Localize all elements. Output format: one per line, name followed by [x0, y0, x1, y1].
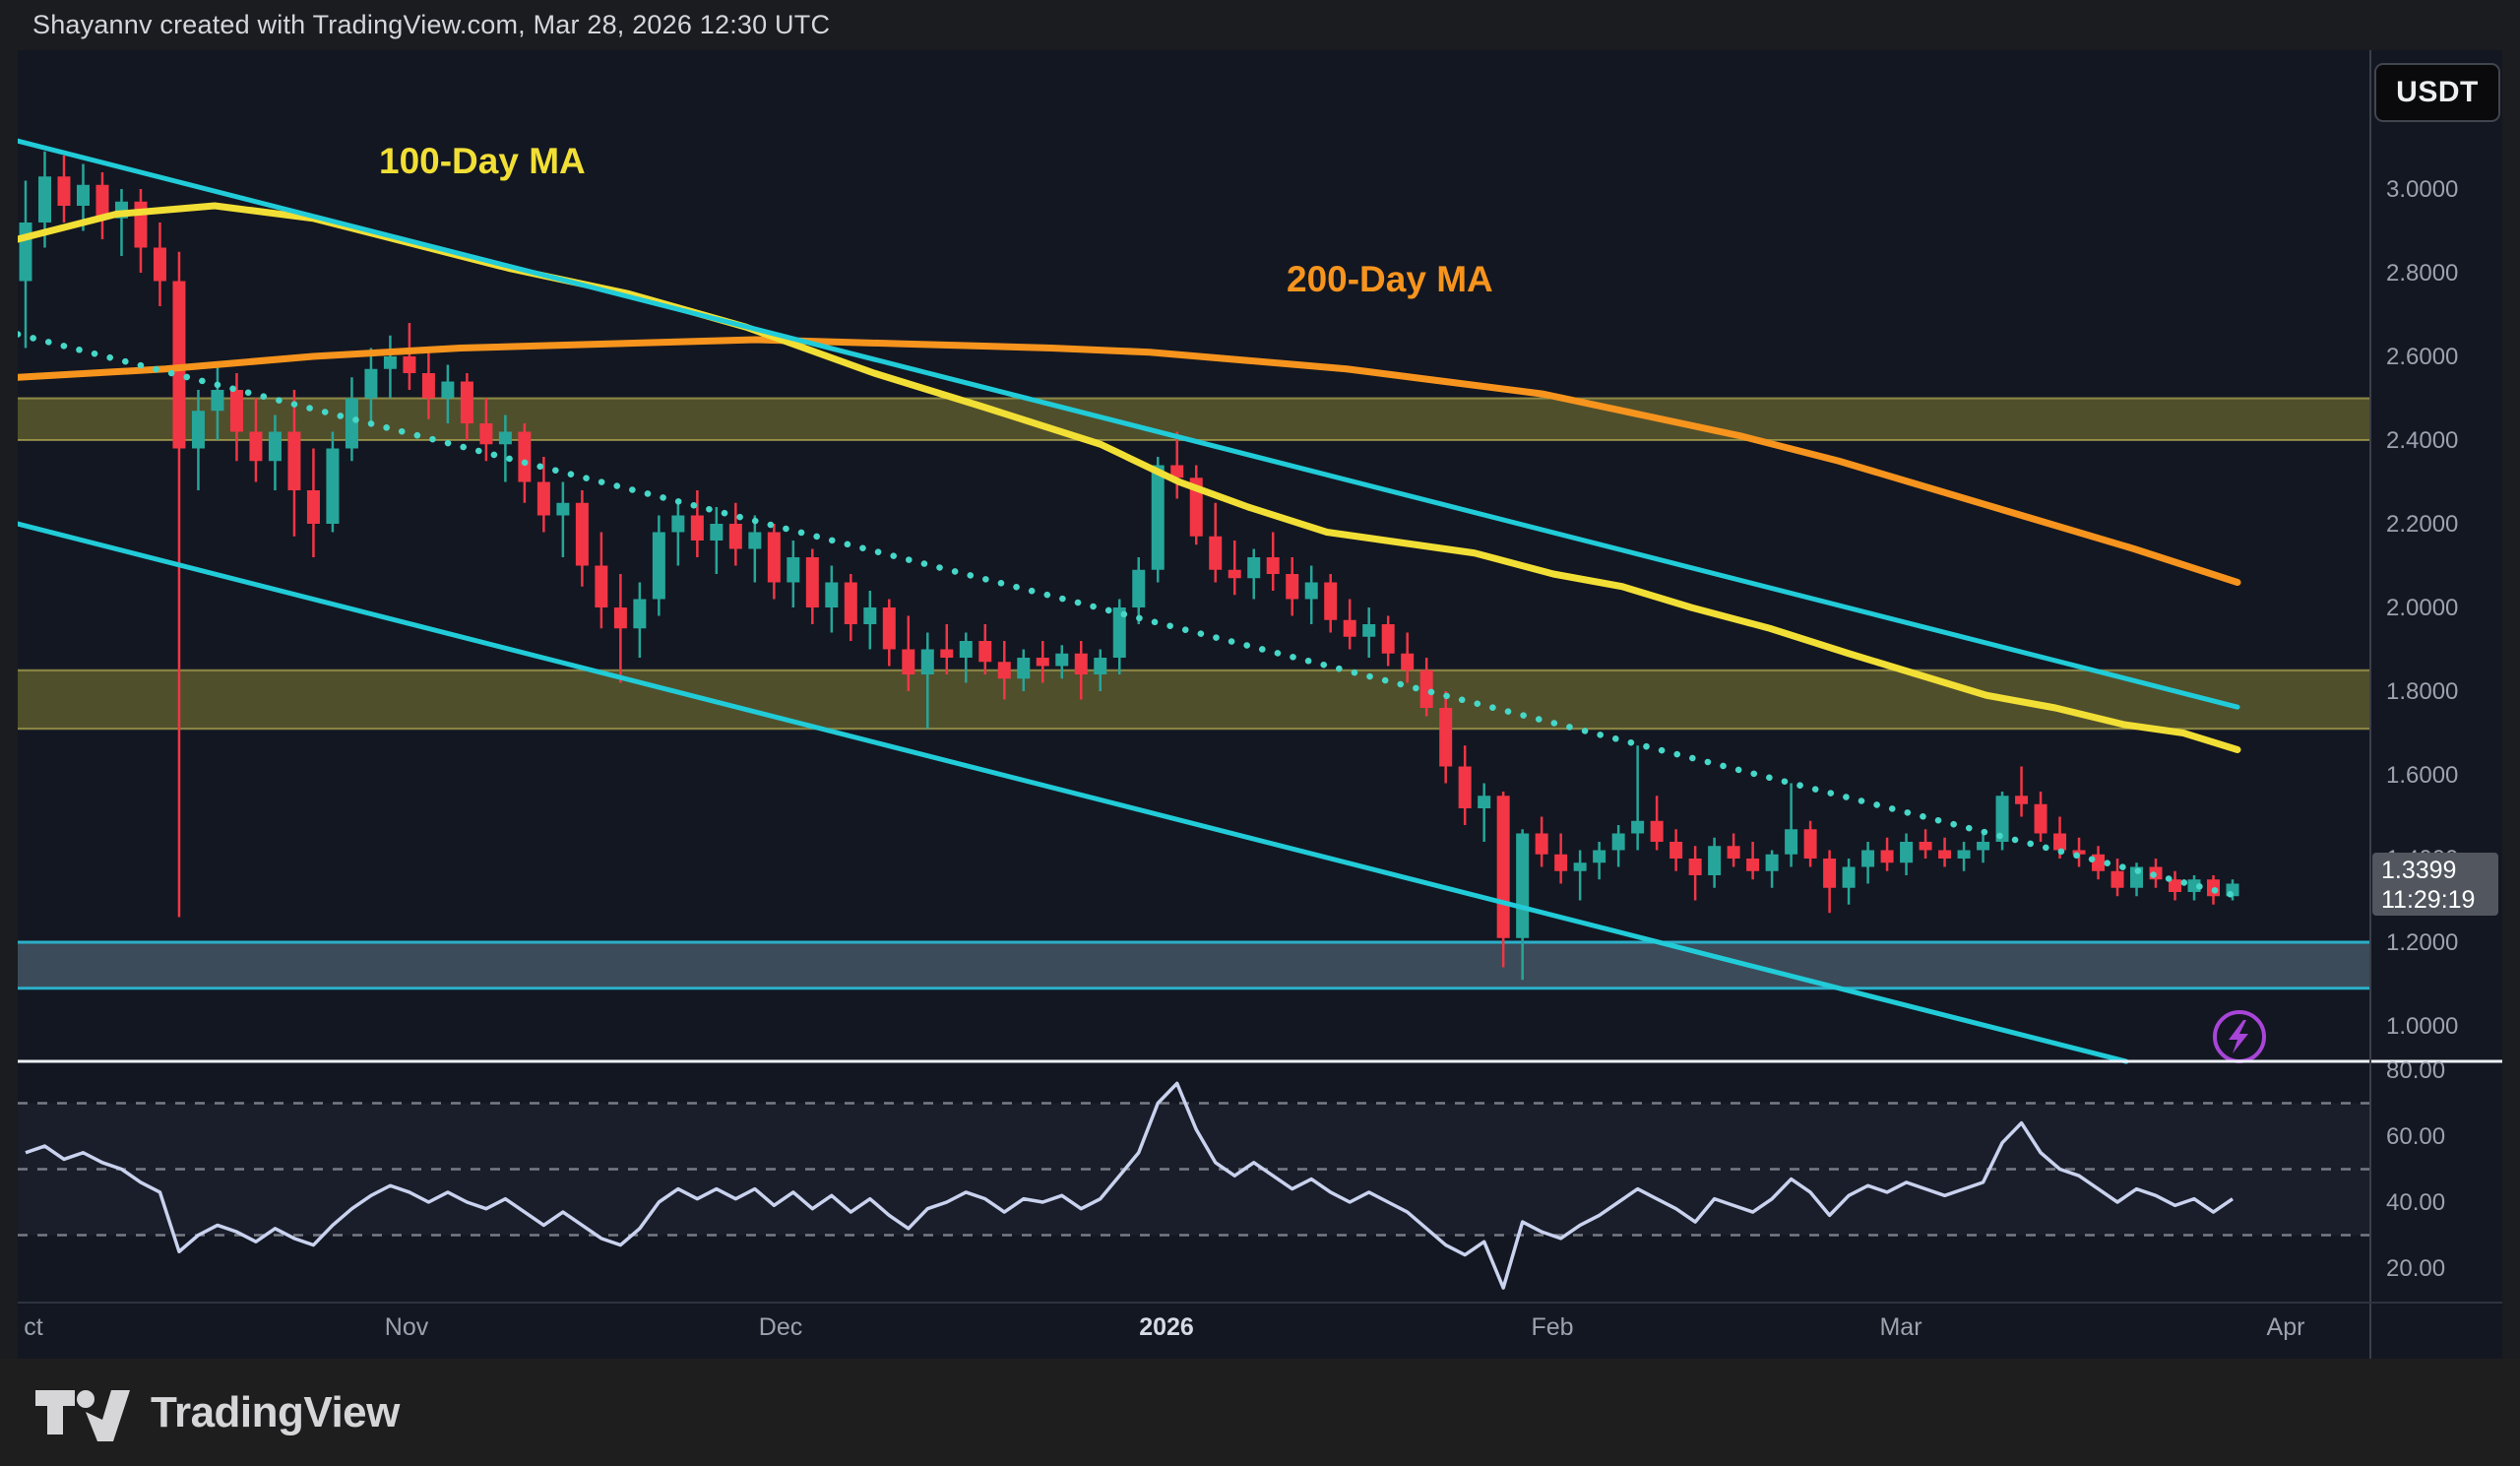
price-tick-label[interactable]: 3.0000: [2386, 176, 2458, 203]
ma200-line: [18, 336, 2241, 586]
upper-trendline: [18, 138, 2240, 710]
price-zones-layer: [18, 397, 2370, 990]
lower-trendline: [18, 521, 2129, 1064]
price-tick-label[interactable]: 1.6000: [2386, 762, 2458, 789]
time-axis-label[interactable]: 2026: [1139, 1313, 1194, 1341]
rsi-tick-label[interactable]: 20.00: [2386, 1255, 2445, 1282]
rsi-tick-label[interactable]: 60.00: [2386, 1123, 2445, 1150]
ma200-label: 200-Day MA: [1287, 259, 1493, 299]
time-axis-label[interactable]: Mar: [1879, 1313, 1922, 1341]
footer-bar: TradingView: [0, 1359, 2520, 1466]
price-tick-label[interactable]: 1.2000: [2386, 929, 2458, 956]
trendlines-layer: [18, 138, 2240, 1064]
price-tick-label[interactable]: 1.0000: [2386, 1013, 2458, 1040]
bar-countdown: 11:29:19: [2381, 886, 2476, 914]
price-tick-label[interactable]: 2.6000: [2386, 344, 2458, 370]
chart-widget: 3.20003.00002.80002.60002.40002.20002.00…: [18, 50, 2502, 1359]
tradingview-logo-icon: [35, 1390, 130, 1441]
price-tick-label[interactable]: 1.8000: [2386, 678, 2458, 705]
time-axis-label[interactable]: ct: [24, 1313, 43, 1341]
lightning-bolt-icon: [2229, 1020, 2248, 1053]
tradingview-brand-name: TradingView: [151, 1388, 400, 1436]
time-axis-label[interactable]: Nov: [385, 1313, 429, 1341]
candles-layer: [19, 151, 2239, 981]
current-price-badge[interactable]: 1.3399 11:29:19: [2372, 853, 2498, 916]
ma100-label: 100-Day MA: [379, 141, 586, 181]
flash-icon: [2213, 1010, 2266, 1063]
current-price-value: 1.3399: [2381, 857, 2457, 884]
chart-credit-text: Shayannv created with TradingView.com, M…: [32, 10, 831, 39]
price-tick-label[interactable]: 2.2000: [2386, 511, 2458, 538]
rsi-tick-label[interactable]: 80.00: [2386, 1057, 2445, 1084]
quote-currency-badge[interactable]: USDT: [2374, 63, 2500, 122]
price-tick-label[interactable]: 2.0000: [2386, 595, 2458, 621]
time-axis-label[interactable]: Dec: [759, 1313, 802, 1341]
time-axis-label[interactable]: Apr: [2267, 1313, 2305, 1341]
tradingview-brand[interactable]: TradingView: [34, 1380, 400, 1445]
resistance-zone: [18, 398, 2370, 440]
price-tick-label[interactable]: 2.4000: [2386, 427, 2458, 454]
time-axis-label[interactable]: Feb: [1531, 1313, 1573, 1341]
chart-canvas[interactable]: 3.20003.00002.80002.60002.40002.20002.00…: [18, 50, 2502, 1359]
dotted-trendline: [18, 331, 2238, 899]
moving-averages-layer: [18, 202, 2241, 753]
price-tick-label[interactable]: 2.8000: [2386, 260, 2458, 287]
rsi-pane-layer: [18, 1081, 2370, 1290]
mid-support-zone: [18, 669, 2370, 730]
rsi-line: [25, 1081, 2234, 1290]
axes-layer: 3.20003.00002.80002.60002.40002.20002.00…: [18, 50, 2502, 1359]
lower-support-zone: [18, 942, 2370, 988]
rsi-tick-label[interactable]: 40.00: [2386, 1189, 2445, 1216]
